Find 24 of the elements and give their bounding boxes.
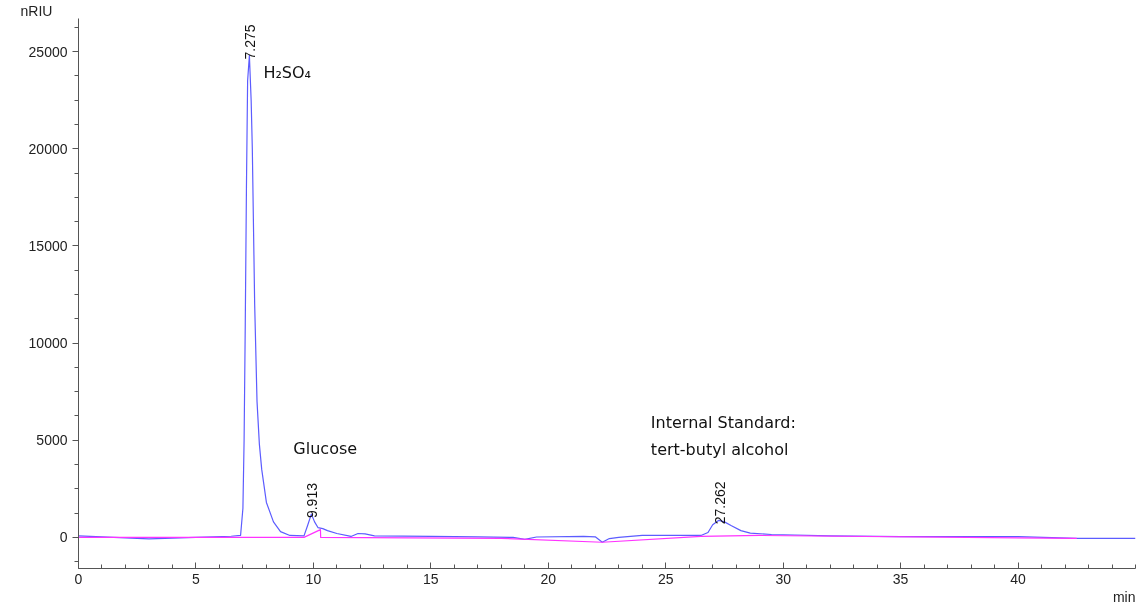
x-tick-label: 35 [892, 570, 909, 587]
y-tick-label: 5000 [36, 432, 68, 449]
x-tick-label: 30 [775, 570, 792, 587]
y-tick-label: 10000 [28, 335, 68, 352]
annotation: Internal Standard: tert-butyl alcohol [650, 413, 796, 459]
x-tick-label: 0 [74, 570, 83, 587]
y-tick-label: 25000 [28, 43, 68, 60]
annotation: 27.262 [711, 481, 728, 525]
annotation: Glucose [293, 439, 358, 459]
y-axis-title: nRIU [20, 2, 53, 19]
y-tick-label: 20000 [28, 140, 68, 157]
y-tick-label: 0 [59, 529, 68, 546]
annotation: 9.913 [304, 482, 321, 519]
x-tick-label: 25 [657, 570, 674, 587]
x-tick-label: 10 [305, 570, 322, 587]
x-tick-label: 20 [540, 570, 557, 587]
x-tick-label: 5 [192, 570, 201, 587]
x-axis-title: min [1112, 588, 1136, 605]
line-series [78, 529, 1078, 543]
x-tick-label: 40 [1010, 570, 1027, 587]
y-tick-label: 15000 [28, 237, 68, 254]
x-tick-label: 15 [423, 570, 439, 587]
annotation: 7.275 [242, 24, 259, 60]
annotation: H₂SO₄ [263, 63, 311, 83]
